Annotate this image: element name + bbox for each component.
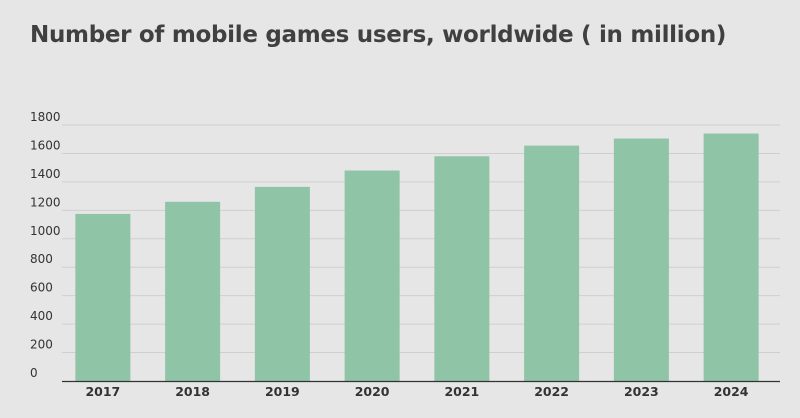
bar-2020 [344, 170, 400, 381]
y-tick-label: 800 [30, 252, 53, 266]
bar-2024 [703, 133, 759, 381]
y-tick-label: 1800 [30, 110, 61, 124]
y-tick-label: 0 [30, 366, 38, 380]
bar-2023 [613, 138, 669, 381]
bars [75, 133, 759, 381]
x-tick-label: 2018 [175, 384, 210, 399]
y-tick-label: 1600 [30, 138, 61, 152]
x-tick-label: 2024 [714, 384, 749, 399]
y-tick-label: 1200 [30, 195, 61, 209]
x-axis-tick-labels: 2017 2018 2019 2020 2021 2022 2023 2024 [85, 384, 748, 399]
x-tick-label: 2022 [534, 384, 569, 399]
x-tick-label: 2021 [444, 384, 479, 399]
bar-2018 [165, 201, 221, 381]
y-tick-label: 1000 [30, 224, 61, 238]
bar-2017 [75, 213, 131, 381]
bar-2019 [254, 186, 310, 381]
x-tick-label: 2023 [624, 384, 659, 399]
y-tick-label: 1400 [30, 167, 61, 181]
y-tick-label: 600 [30, 281, 53, 295]
bar-2022 [524, 145, 580, 381]
bar-2021 [434, 156, 490, 381]
y-axis-tick-labels: 0 200 400 600 800 1000 1200 1400 1600 1800 [30, 110, 61, 380]
y-tick-label: 200 [30, 338, 53, 352]
x-tick-label: 2019 [265, 384, 300, 399]
chart-title: Number of mobile games users, worldwide … [30, 22, 727, 48]
y-tick-label: 400 [30, 309, 53, 323]
x-tick-label: 2020 [355, 384, 390, 399]
x-tick-label: 2017 [85, 384, 120, 399]
